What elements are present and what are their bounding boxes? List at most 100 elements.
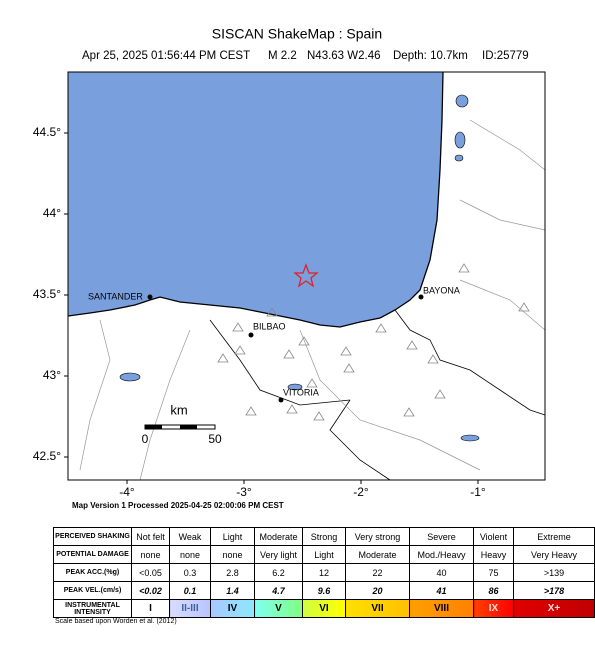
table-cell: 6.2 [254,563,303,582]
table-cell: Violent [473,527,514,546]
table-cell: Heavy [473,545,514,564]
table-cell: <0.05 [131,563,170,582]
table-cell: Extreme [513,527,595,546]
table-cell: Moderate [254,527,303,546]
place-label: BAYONA [423,285,460,295]
table-cell: 0.1 [169,581,211,600]
table-cell: Very light [254,545,303,564]
border [209,309,546,481]
place-label: VITORIA [283,387,319,397]
table-row: PEAK ACC.(%g) <0.05 0.3 2.8 6.2 12 22 40 75 >139 [53,563,595,582]
lat-tick-label: 43° [43,368,61,382]
table-cell: Weak [169,527,211,546]
table-cell: Light [302,545,346,564]
table-cell: 22 [345,563,410,582]
scale-note: Scale based upon Worden et al. (2012) [55,618,177,625]
scale-unit: km [170,402,187,417]
table-cell: X+ [513,599,595,618]
table-row: PEAK VEL.(cm/s) <0.02 0.1 1.4 4.7 9.6 20 41 86 >1… [53,581,595,600]
table-cell: 9.6 [302,581,346,600]
table-cell: VIII [409,599,474,618]
lat-tick-label: 43.5° [33,287,61,301]
axis-ticks: 44.5° 44° 43.5° 43° 42.5° -4° -3° -2° -1° [33,125,486,499]
sea [68,72,443,327]
table-cell: I [131,599,170,618]
title: SISCAN ShakeMap : Spain [212,26,382,42]
lat-tick-label: 42.5° [33,449,61,463]
place-label: BILBAO [253,321,286,331]
table-cell: 1.4 [210,581,255,600]
table-cell: II-III [169,599,211,618]
table-cell: Strong [302,527,346,546]
table-cell: >178 [513,581,595,600]
table-row: POTENTIAL DAMAGE none none none Very light Li… [53,545,595,564]
table-cell: 2.8 [210,563,255,582]
map: SANTANDER BILBAO BAYONA VITORIA km 0 50 [67,71,546,481]
map-frame [67,71,546,481]
row-label: PERCEIVED SHAKING [53,527,132,546]
lake [460,434,480,442]
subtitle-mag: M 2.2 [268,50,297,62]
lake [454,131,466,149]
lon-tick-label: -3° [236,485,252,499]
table-cell: none [210,545,255,564]
subtitle-loc: N43.63 W2.46 [307,50,381,62]
city-dot [418,294,424,300]
table-cell: VI [302,599,346,618]
city-dot [278,397,284,403]
table-cell: 4.7 [254,581,303,600]
row-label: INSTRUMENTAL INTENSITY [53,599,132,618]
lake [454,154,464,162]
scale-bar [145,425,162,429]
table-cell: Light [210,527,255,546]
row-label: POTENTIAL DAMAGE [53,545,132,564]
table-cell: 75 [473,563,514,582]
intensity-table: PERCEIVED SHAKING Not felt Weak Light Modera… [53,527,595,618]
table-cell: 41 [409,581,474,600]
scale-bar [180,425,197,429]
lake [455,94,469,108]
epicenter [293,263,319,288]
table-cell: IX [473,599,514,618]
coastline [67,71,444,328]
footer: Map Version 1 Processed 2025-04-25 02:00… [72,501,284,510]
city-dot [147,294,153,300]
table-cell: none [169,545,211,564]
subtitle-id: ID:25779 [482,50,529,62]
table-cell: Severe [409,527,474,546]
table-cell: 0.3 [169,563,211,582]
table-cell: Very strong [345,527,410,546]
subtitle-depth: Depth: 10.7km [393,50,468,62]
table-cell: Very Heavy [513,545,595,564]
city-dot [248,332,254,338]
table-cell: 12 [302,563,346,582]
table-cell: Not felt [131,527,170,546]
table-cell: Moderate [345,545,410,564]
table-cell: V [254,599,303,618]
table-cell: none [131,545,170,564]
lake [287,383,303,391]
place-label: SANTANDER [88,291,143,301]
scale-tick: 50 [208,432,222,446]
lat-tick-label: 44.5° [33,125,61,139]
table-cell: VII [345,599,410,618]
river [79,119,546,481]
table-cell: 86 [473,581,514,600]
lon-tick-label: -4° [119,485,135,499]
table-cell: 40 [409,563,474,582]
scale-tick: 0 [142,432,149,446]
table-cell: >139 [513,563,595,582]
map-figure: SISCAN ShakeMap : Spain Apr 25, 2025 01:… [33,26,546,510]
table-cell: Mod./Heavy [409,545,474,564]
lat-tick-label: 44° [43,206,61,220]
lon-tick-label: -2° [353,485,369,499]
table-cell: IV [210,599,255,618]
table-row: INSTRUMENTAL INTENSITY I II-III IV V VI VII VII… [53,599,595,618]
table-row: PERCEIVED SHAKING Not felt Weak Light Modera… [53,527,595,546]
table-cell: <0.02 [131,581,170,600]
stations [217,263,530,421]
subtitle-date: Apr 25, 2025 01:56:44 PM CEST [82,50,250,62]
lon-tick-label: -1° [470,485,486,499]
table-cell: 20 [345,581,410,600]
